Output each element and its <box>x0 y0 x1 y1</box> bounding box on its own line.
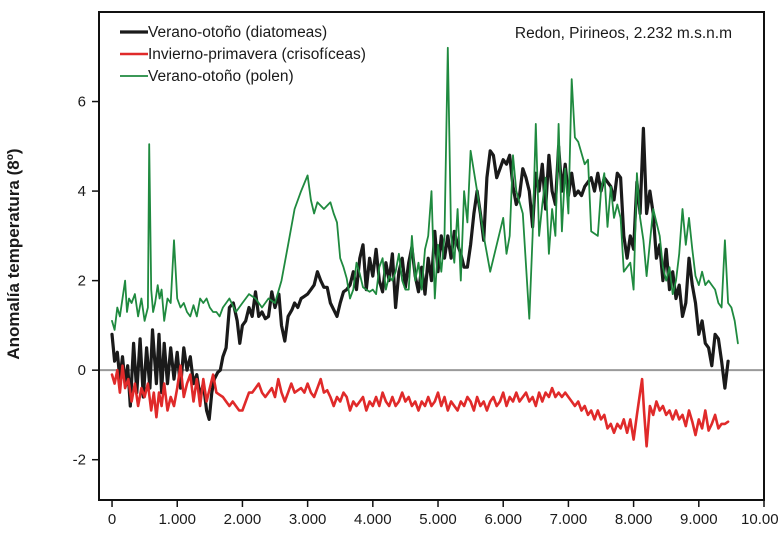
x-tick-label: 10.000 <box>741 511 779 528</box>
series-line-3 <box>111 46 739 345</box>
y-tick-label: -2 <box>73 452 86 469</box>
x-tick-label: 1.000 <box>158 511 196 528</box>
x-tick-label: 5.000 <box>419 511 457 528</box>
x-tick-label: 6.000 <box>484 511 522 528</box>
legend-label-1: Verano-otoño (diatomeas) <box>148 24 327 41</box>
x-tick-label: 4.000 <box>354 511 392 528</box>
series-line-2 <box>110 364 730 448</box>
x-tick-label: 9.000 <box>680 511 718 528</box>
y-axis-label: Anomalía temperatura (8º) <box>4 148 23 360</box>
plot-area-frame <box>98 11 765 501</box>
y-tick-label: 4 <box>78 183 86 200</box>
x-tick-label: 2.000 <box>224 511 262 528</box>
series-lines <box>110 46 739 448</box>
y-tick-label: 2 <box>78 273 86 290</box>
x-tick-label: 7.000 <box>550 511 588 528</box>
legend: Verano-otoño (diatomeas) Invierno-primave… <box>120 24 366 85</box>
legend-label-3: Verano-otoño (polen) <box>148 68 294 85</box>
site-annotation: Redon, Pirineos, 2.232 m.s.n.m <box>515 25 732 42</box>
x-tick-label: 8.000 <box>615 511 653 528</box>
x-tick-label: 3.000 <box>289 511 327 528</box>
y-tick-label: 0 <box>78 362 86 379</box>
legend-label-2: Invierno-primavera (crisofíceas) <box>148 46 366 63</box>
axes: 0 1.000 2.000 3.000 4.000 5.000 6.000 7.000 8.00… <box>73 94 779 528</box>
y-tick-label: 6 <box>78 94 86 111</box>
x-tick-label: 0 <box>108 511 116 528</box>
